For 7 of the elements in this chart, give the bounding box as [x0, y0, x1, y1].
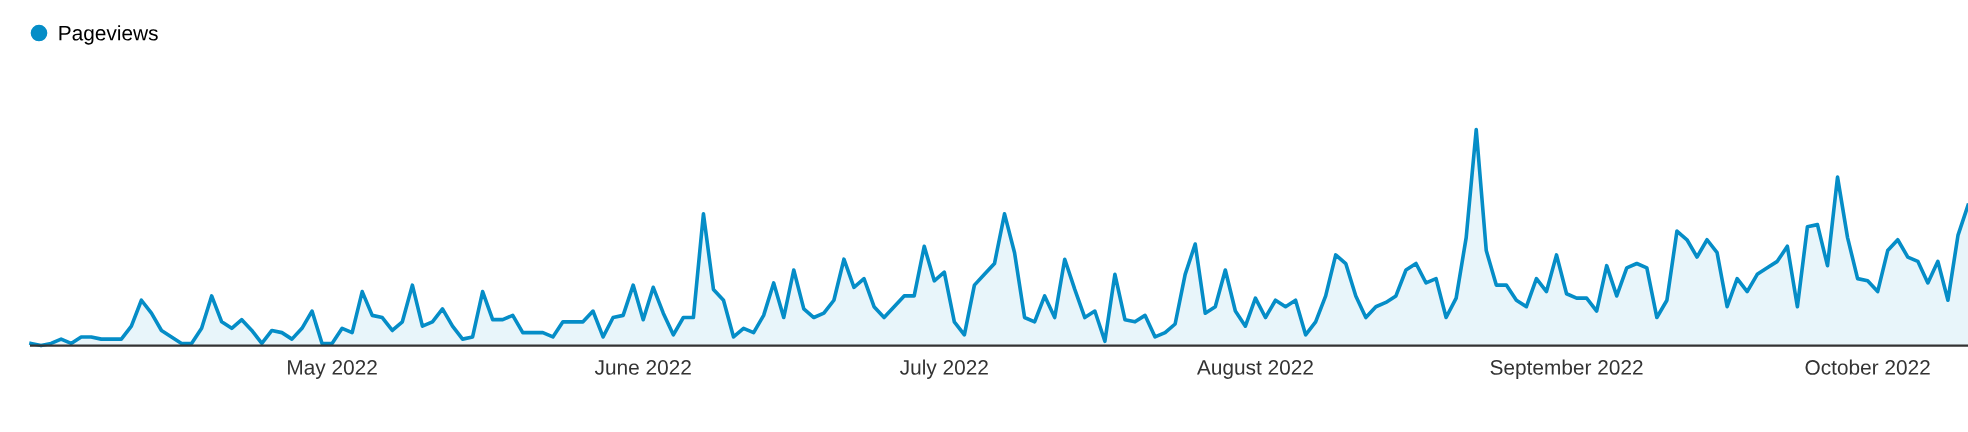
- legend-label: Pageviews: [59, 25, 158, 45]
- x-tick-label: May 2022: [288, 360, 377, 379]
- x-tick-label: August 2022: [1196, 360, 1313, 379]
- x-tick-label: September 2022: [1490, 359, 1643, 379]
- x-tick-label: October 2022: [1805, 359, 1930, 375]
- x-tick-label: July 2022: [900, 359, 988, 379]
- x-tick-label: June 2022: [594, 360, 691, 375]
